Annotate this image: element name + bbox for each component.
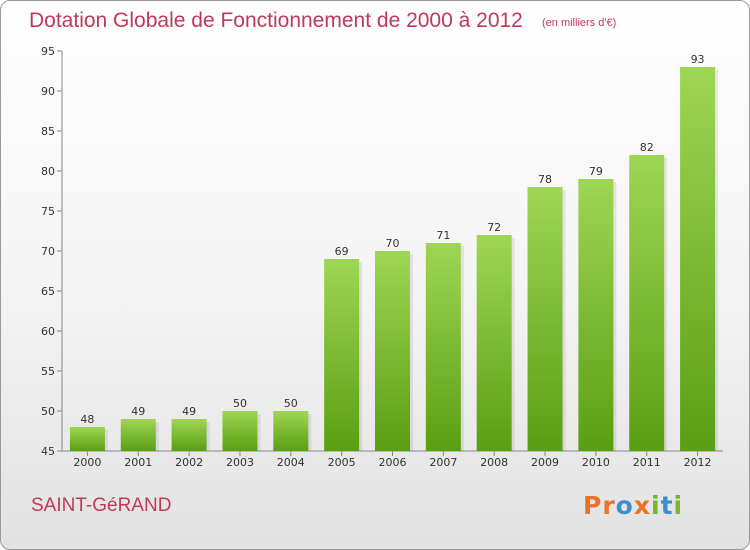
bar-2010 — [578, 179, 614, 451]
data-label-2011: 82 — [640, 141, 654, 154]
bar-2005 — [324, 259, 360, 451]
x-tick-label: 2003 — [226, 456, 254, 469]
bar-2008 — [476, 235, 512, 451]
x-tick-label: 2004 — [277, 456, 305, 469]
bar-2004 — [273, 411, 309, 451]
x-tick-label: 2008 — [480, 456, 508, 469]
x-tick-label: 2006 — [379, 456, 407, 469]
data-label-2007: 71 — [436, 229, 450, 242]
x-tick-label: 2005 — [328, 456, 356, 469]
data-label-2012: 93 — [691, 53, 705, 66]
bar-2009 — [527, 187, 563, 451]
x-tick-label: 2002 — [175, 456, 203, 469]
x-tick-label: 2009 — [531, 456, 559, 469]
x-tick-label: 2007 — [429, 456, 457, 469]
data-label-2010: 79 — [589, 165, 603, 178]
bar-2003 — [222, 411, 258, 451]
y-tick-label: 45 — [41, 445, 55, 458]
logo-letter: o — [615, 491, 634, 520]
data-label-2009: 78 — [538, 173, 552, 186]
bar-2001 — [120, 419, 156, 451]
data-label-2008: 72 — [487, 221, 501, 234]
chart-title: Dotation Globale de Fonctionnement de 20… — [29, 9, 523, 32]
data-label-2002: 49 — [182, 405, 196, 418]
y-tick-label: 75 — [41, 205, 55, 218]
y-tick-label: 60 — [41, 325, 55, 338]
bar-2007 — [425, 243, 461, 451]
y-tick-label: 85 — [41, 125, 55, 138]
data-label-2004: 50 — [284, 397, 298, 410]
logo-letter: i — [651, 491, 661, 520]
y-tick-label: 65 — [41, 285, 55, 298]
logo-letter: t — [660, 491, 674, 520]
x-axis: 2000 2001 2002 2003 2004 2005 2006 2007 2008 2009… — [62, 450, 723, 469]
x-tick-label: 2011 — [633, 456, 661, 469]
commune-name: SAINT-GéRAND — [31, 495, 172, 516]
y-tick-label: 70 — [41, 245, 55, 258]
y-tick-label: 90 — [41, 85, 55, 98]
y-tick-label: 50 — [41, 405, 55, 418]
proxiti-logo[interactable]: Proxiti — [583, 491, 683, 520]
bar-2000 — [69, 427, 105, 451]
logo-letter: P — [583, 491, 603, 520]
bars — [69, 67, 719, 451]
data-labels: 48 49 49 50 50 69 70 71 72 78 79 82 93 — [80, 53, 704, 426]
y-tick-label: 95 — [41, 45, 55, 58]
y-axis: 45 50 55 60 65 70 75 80 85 90 95 — [41, 45, 63, 458]
logo-letter: x — [633, 491, 651, 520]
chart-unit: (en milliers d'€) — [542, 17, 617, 29]
logo-letter: i — [673, 491, 684, 520]
x-tick-label: 2010 — [582, 456, 610, 469]
x-tick-label: 2012 — [684, 456, 712, 469]
data-label-2005: 69 — [335, 245, 349, 258]
bar-2006 — [375, 251, 410, 451]
bar-2002 — [171, 419, 207, 451]
bar-2012 — [680, 67, 716, 451]
data-label-2003: 50 — [233, 397, 247, 410]
data-label-2001: 49 — [131, 405, 145, 418]
y-tick-label: 80 — [41, 165, 55, 178]
data-label-2006: 70 — [386, 237, 400, 250]
bar-2011 — [629, 155, 665, 451]
data-label-2000: 48 — [80, 413, 94, 426]
y-tick-label: 55 — [41, 365, 55, 378]
x-tick-label: 2000 — [73, 456, 101, 469]
logo-letter: r — [602, 491, 616, 520]
x-tick-label: 2001 — [124, 456, 152, 469]
